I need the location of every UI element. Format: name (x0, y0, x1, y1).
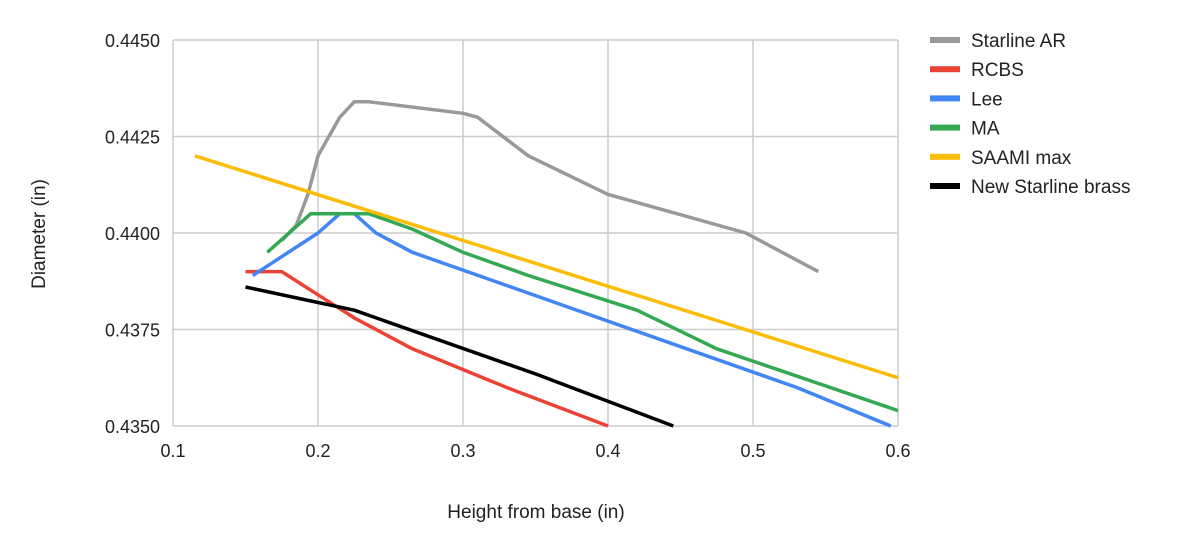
series-line-lee (251, 211, 892, 428)
x-tick-label: 0.6 (885, 441, 910, 461)
series-line-rcbs (245, 269, 609, 428)
x-axis-title: Height from base (in) (447, 502, 624, 523)
x-tick-label: 0.4 (595, 441, 620, 461)
x-tick-label: 0.5 (740, 441, 765, 461)
grid (172, 39, 899, 427)
legend: Starline AR RCBS Lee MA SAAMI max New Starlin… (930, 31, 1130, 198)
legend-swatch (930, 66, 960, 73)
legend-swatch (930, 37, 960, 43)
legend-swatch (930, 183, 960, 189)
legend-label: Starline AR (971, 31, 1066, 52)
legend-label: New Starline brass (971, 177, 1130, 198)
y-axis-ticks: 0.4350 0.4375 0.4400 0.4425 0.4450 (105, 31, 160, 437)
series-line-saami-max (194, 154, 899, 380)
legend-swatch (930, 95, 960, 102)
y-axis-title: Diameter (in) (29, 179, 50, 289)
y-tick-label: 0.4350 (105, 417, 160, 437)
x-tick-label: 0.2 (305, 441, 330, 461)
legend-item-rcbs: RCBS (930, 60, 1024, 81)
legend-swatch (930, 124, 960, 131)
series-line-ma (266, 211, 899, 413)
y-tick-label: 0.4375 (105, 321, 160, 341)
legend-item-ma: MA (930, 119, 1000, 140)
series-line-starline-ar (280, 100, 820, 274)
legend-label: MA (971, 119, 1000, 140)
series-line-new-starline-brass (245, 285, 674, 428)
x-axis-ticks: 0.1 0.2 0.3 0.4 0.5 0.6 (160, 441, 910, 461)
y-tick-label: 0.4400 (105, 224, 160, 244)
legend-label: RCBS (971, 60, 1024, 81)
legend-item-lee: Lee (930, 89, 1003, 110)
x-tick-label: 0.1 (160, 441, 185, 461)
legend-item-new-starline-brass: New Starline brass (930, 177, 1130, 198)
legend-swatch (930, 153, 960, 160)
y-tick-label: 0.4425 (105, 128, 160, 148)
legend-label: Lee (971, 89, 1003, 110)
x-tick-label: 0.3 (450, 441, 475, 461)
legend-item-starline-ar: Starline AR (930, 31, 1066, 52)
legend-item-saami-max: SAAMI max (930, 148, 1072, 169)
plot-area (194, 100, 899, 428)
y-tick-label: 0.4450 (105, 31, 160, 51)
legend-label: SAAMI max (971, 148, 1072, 169)
